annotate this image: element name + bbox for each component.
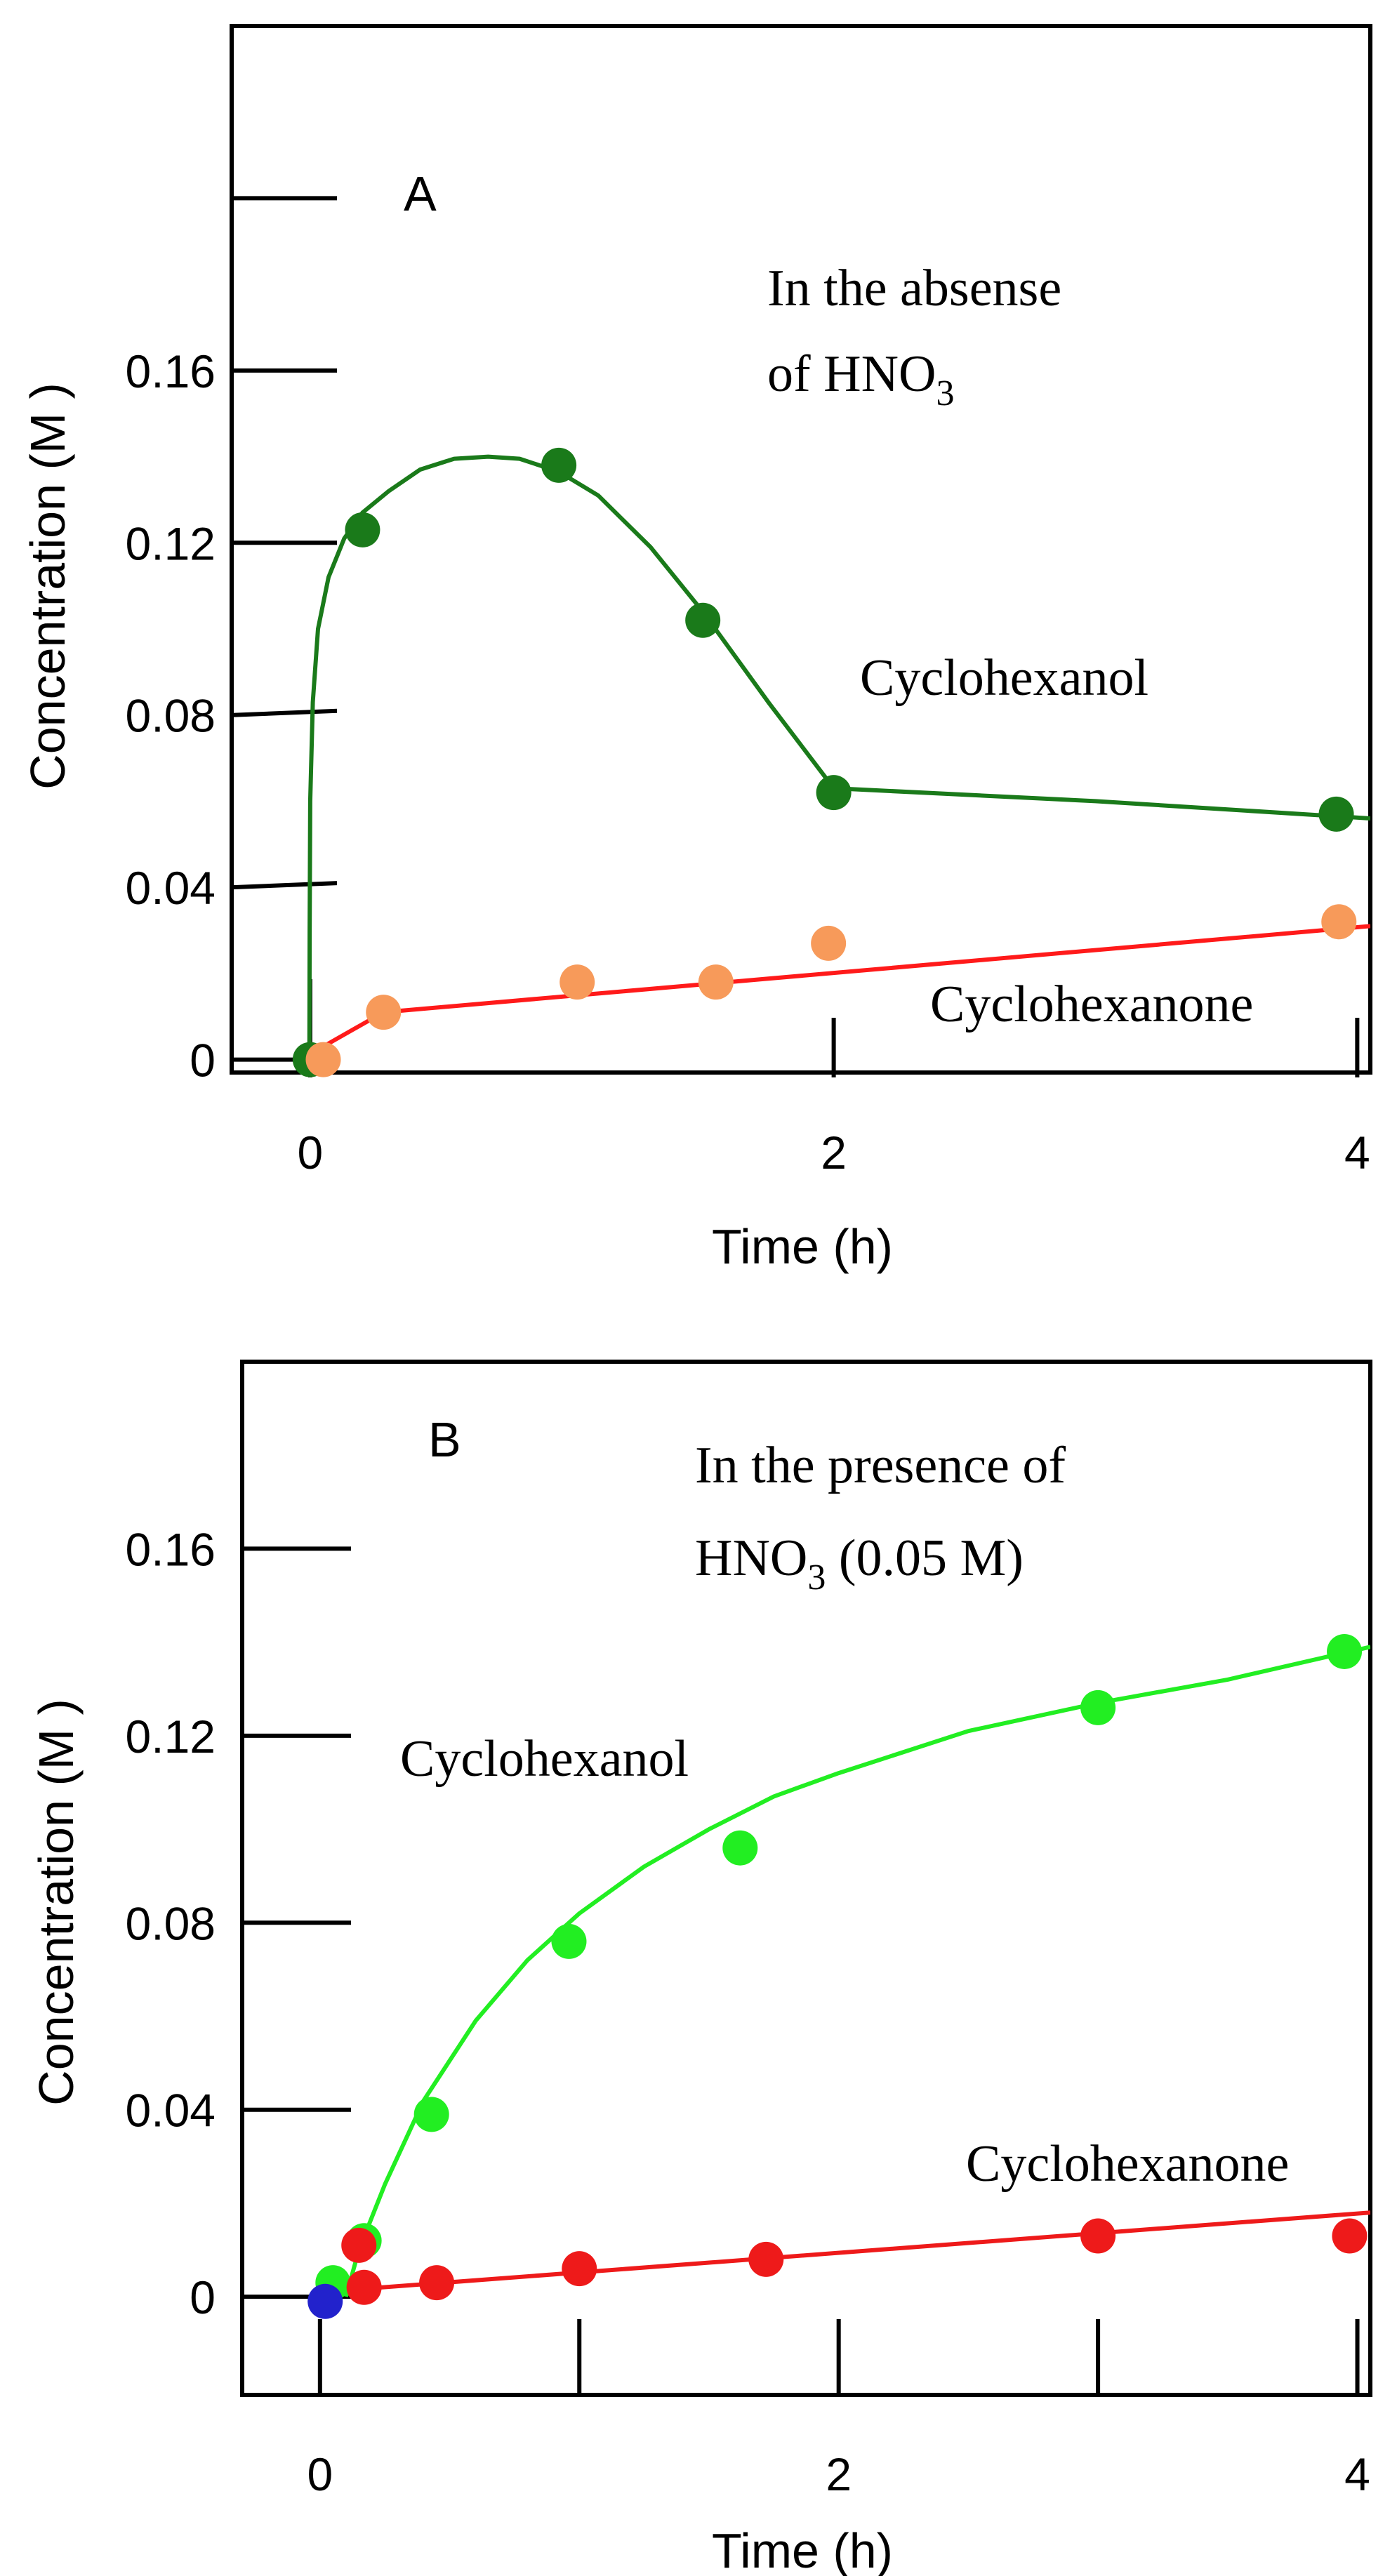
x-tick-label: 0 bbox=[298, 1127, 324, 1179]
note-formula: HNO bbox=[695, 1529, 807, 1587]
y-tick-label: 0.16 bbox=[126, 1523, 216, 1575]
fit-line-cyclohexanone bbox=[319, 2210, 1370, 2295]
panel-label: B bbox=[428, 1412, 461, 1467]
x-tick-label: 2 bbox=[821, 1127, 847, 1179]
data-point-cyclohexanol bbox=[1318, 796, 1354, 832]
series-label-cyclohexanol: Cyclohexanol bbox=[860, 649, 1148, 707]
data-point-cyclohexanol bbox=[1080, 1689, 1116, 1725]
y-tick-label: 0.12 bbox=[126, 1711, 216, 1762]
x-axis-title: Time (h) bbox=[712, 2523, 893, 2576]
y-tick-label: 0.08 bbox=[126, 690, 216, 742]
y-axis-title: Concentration (M ) bbox=[20, 383, 75, 790]
data-point-cyclohexanone bbox=[811, 925, 847, 961]
note-subscript: 3 bbox=[807, 1558, 826, 1598]
series-label-cyclohexanone: Cyclohexanone bbox=[930, 976, 1253, 1033]
y-tick-label: 0 bbox=[190, 1035, 216, 1087]
data-point-cyclohexanol bbox=[551, 1923, 587, 1959]
x-tick-label: 0 bbox=[307, 2448, 333, 2500]
x-axis-title: Time (h) bbox=[712, 1219, 893, 1274]
y-axis-title: Concentration (M ) bbox=[29, 1699, 84, 2106]
condition-note-line1: In the presence of bbox=[695, 1437, 1066, 1494]
data-point-cyclohexanol bbox=[345, 512, 380, 547]
plot-frame bbox=[240, 1360, 1372, 2397]
x-tick-label: 4 bbox=[1344, 2448, 1370, 2500]
panel-a: 0 0.04 0.08 0.12 0.16 0 2 4 Time (h) Concentratio… bbox=[20, 24, 1372, 1274]
data-point-cyclohexanol bbox=[1327, 1633, 1363, 1669]
data-point-cyclohexanol bbox=[816, 775, 852, 811]
condition-note-line2: HNO3 (0.05 M) bbox=[695, 1529, 1024, 1598]
condition-note-line1: In the absense bbox=[767, 260, 1061, 317]
panel-label: A bbox=[404, 166, 437, 221]
data-point-cyclohexanone bbox=[1321, 904, 1357, 940]
data-point-cyclohexanone bbox=[419, 2265, 455, 2301]
data-point-cyclohexanol bbox=[541, 447, 577, 483]
y-tick-label: 0.04 bbox=[126, 2085, 216, 2137]
data-point-cyclohexanone bbox=[305, 1042, 341, 1077]
data-point-cyclohexanol bbox=[722, 1830, 758, 1866]
condition-note-line2: of HNO3 bbox=[767, 345, 954, 413]
series-label-cyclohexanone: Cyclohexanone bbox=[966, 2135, 1289, 2193]
data-point-cyclohexanone bbox=[560, 964, 595, 1000]
series-label-cyclohexanol: Cyclohexanol bbox=[400, 1730, 689, 1788]
plot-frame bbox=[230, 24, 1372, 1075]
y-tick-mark bbox=[232, 881, 338, 890]
x-tick-label: 4 bbox=[1344, 1127, 1370, 1179]
data-point-cyclohexanol bbox=[413, 2097, 449, 2132]
data-point-cyclohexanol bbox=[685, 602, 721, 638]
data-point-cyclohexanone bbox=[346, 2269, 382, 2305]
data-point-cyclohexanone bbox=[1080, 2218, 1116, 2254]
data-point-cyclohexanone bbox=[748, 2241, 784, 2277]
fit-line-cyclohexanol bbox=[307, 454, 1370, 1060]
note-formula: of HNO bbox=[767, 345, 936, 403]
data-point-cyclohexanone bbox=[698, 964, 734, 1000]
x-tick-label: 2 bbox=[826, 2448, 852, 2500]
data-point-initial bbox=[307, 2283, 343, 2319]
data-point-cyclohexanone bbox=[1332, 2218, 1368, 2254]
y-tick-label: 0.04 bbox=[126, 862, 216, 914]
y-tick-label: 0.08 bbox=[126, 1897, 216, 1949]
y-tick-label: 0.16 bbox=[126, 345, 216, 397]
data-point-cyclohexanone bbox=[341, 2227, 377, 2263]
panel-b: 0 0.04 0.08 0.12 0.16 0 2 4 Time (h) Concentratio… bbox=[29, 1360, 1372, 2576]
y-tick-label: 0.12 bbox=[126, 517, 216, 569]
note-subscript: 3 bbox=[936, 373, 954, 413]
data-point-cyclohexanone bbox=[562, 2251, 597, 2287]
y-tick-label: 0 bbox=[190, 2271, 216, 2323]
y-tick-mark bbox=[232, 708, 338, 717]
data-point-cyclohexanone bbox=[366, 995, 402, 1030]
note-suffix: (0.05 M) bbox=[826, 1529, 1024, 1587]
fit-line-cyclohexanol bbox=[343, 1645, 1370, 2297]
